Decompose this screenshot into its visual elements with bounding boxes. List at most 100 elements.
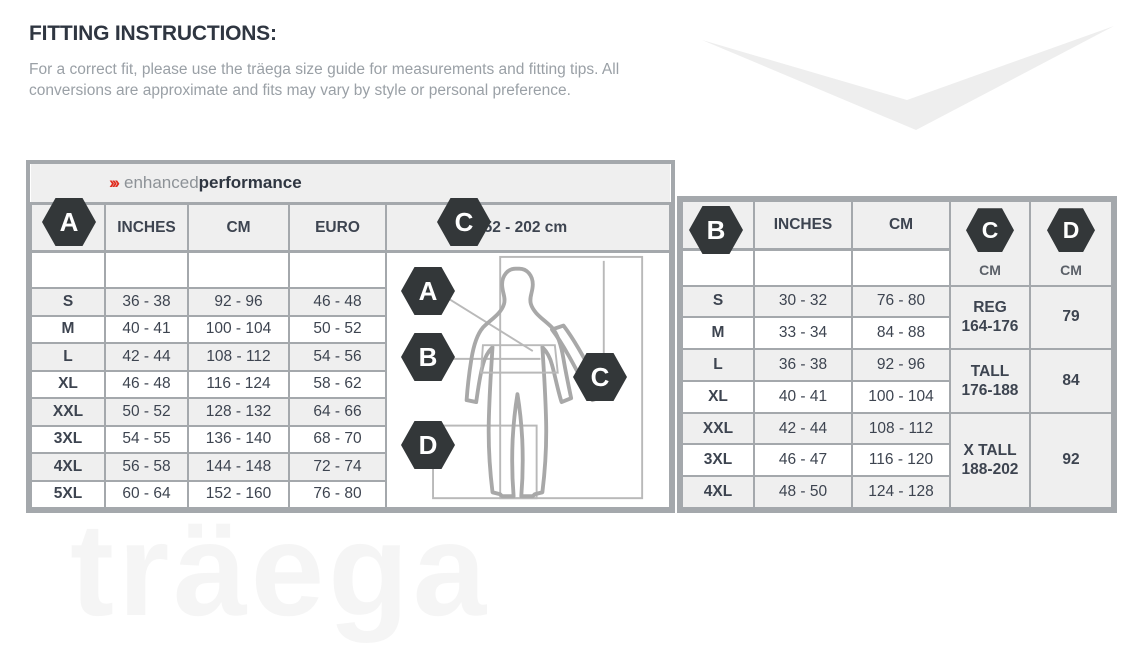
cell-inches: 42 - 44 (104, 342, 189, 372)
cell-euro: 64 - 66 (288, 397, 387, 427)
brand-bold-word: performance (198, 173, 302, 192)
c-column-unit: CM (979, 262, 1001, 279)
table-row: M 40 - 41 100 - 104 50 - 52 (30, 314, 670, 344)
figure-marker-a: A (401, 267, 455, 315)
cell-cm: 128 - 132 (187, 397, 290, 427)
length-block-range: 188-202 (961, 461, 1019, 479)
header-cell-inches: INCHES (753, 200, 853, 250)
cell-size: 4XL (30, 452, 106, 482)
cell-cm: 84 - 88 (851, 316, 951, 351)
cell-cm: 100 - 104 (187, 314, 290, 344)
cell-euro: 46 - 48 (288, 287, 387, 317)
cell-cm: 76 - 80 (851, 284, 951, 319)
fitting-instructions-block: FITTING INSTRUCTIONS: For a correct fit,… (29, 22, 669, 101)
hexagon-badge: D (1047, 208, 1095, 253)
length-block-value: 79 (1029, 284, 1113, 351)
length-block-name: REG 164-176 (949, 284, 1031, 351)
brand-light-word: enhanced (123, 173, 199, 192)
length-block-name: TALL 176-188 (949, 348, 1031, 414)
cell-cm: 92 - 96 (187, 287, 290, 317)
cell-cm: 108 - 112 (187, 342, 290, 372)
cell-cm: 116 - 120 (851, 443, 951, 478)
table-row: XXL 50 - 52 128 - 132 64 - 66 (30, 397, 670, 427)
table-row: 4XL 56 - 58 144 - 148 72 - 74 (30, 452, 670, 482)
hexagon-badge: C (966, 208, 1014, 253)
cell-inches: 33 - 34 (753, 316, 853, 351)
left-table-spacer-row: A B C D (30, 250, 671, 509)
cell-euro: 50 - 52 (288, 314, 387, 344)
cell-cm: 144 - 148 (187, 452, 290, 482)
body-figure-diagram-cell: A B C D (385, 250, 671, 509)
table-row: XXL 42 - 44 108 - 112 X TALL 188-202 92 (681, 411, 1113, 510)
cell-inches: 60 - 64 (104, 479, 189, 509)
table-row: S 30 - 32 76 - 80 REG 164-176 79 (681, 284, 1113, 351)
cell-size: M (681, 316, 755, 351)
left-table-grid: ››› enhancedperformance INCHES CM EURO 15… (30, 164, 671, 509)
cell-euro: 72 - 74 (288, 452, 387, 482)
hexagon-badge: D (401, 421, 455, 469)
spacer-cell-size (681, 248, 755, 287)
table-row: S 36 - 38 92 - 96 46 - 48 (30, 287, 670, 317)
right-table-spacer-row (681, 248, 1112, 287)
cell-size: XL (681, 379, 755, 414)
cell-size: 3XL (681, 443, 755, 478)
right-table-header-row: INCHES CM C CM D CM (681, 200, 1113, 287)
cell-size: XXL (30, 397, 106, 427)
page-title: FITTING INSTRUCTIONS: (29, 22, 277, 45)
length-block-label: TALL (970, 362, 1010, 380)
length-block-name: X TALL 188-202 (949, 411, 1031, 510)
cell-cm: 116 - 124 (187, 369, 290, 399)
right-size-table: B INCHES CM C CM D CM (677, 196, 1117, 513)
watermark: träega (70, 494, 490, 645)
table-row: 5XL 60 - 64 152 - 160 76 - 80 (30, 479, 670, 509)
length-block-range: 176-188 (961, 381, 1019, 399)
table-row: XL 46 - 48 116 - 124 58 - 62 (30, 369, 670, 399)
brand-bar: ››› enhancedperformance (31, 164, 670, 205)
decorative-chevron-graphic (702, 26, 1114, 130)
figure-marker-c: C (573, 353, 627, 401)
cell-inches: 46 - 48 (104, 369, 189, 399)
header-cell-cm: CM (851, 200, 951, 250)
cell-inches: 36 - 38 (104, 287, 189, 317)
cell-inches: 54 - 55 (104, 424, 189, 454)
cell-size: 4XL (681, 475, 755, 509)
cell-size: M (30, 314, 106, 344)
header-cell-c-column: C CM (949, 200, 1031, 287)
left-table-header-row: INCHES CM EURO 152 - 202 cm (30, 202, 671, 253)
cell-size: 3XL (30, 424, 106, 454)
length-block-value: 84 (1029, 348, 1113, 414)
header-cell-badge-a (30, 202, 106, 253)
spacer-cell-cm (187, 250, 290, 289)
cell-inches: 40 - 41 (753, 379, 853, 414)
table-row: L 36 - 38 92 - 96 TALL 176-188 84 (681, 348, 1113, 414)
cell-size: L (30, 342, 106, 372)
cell-euro: 68 - 70 (288, 424, 387, 454)
brand-bar-row: ››› enhancedperformance (31, 164, 670, 205)
fitting-instructions-text: For a correct fit, please use the träega… (29, 61, 620, 99)
brand-lockup: ››› enhancedperformance (109, 173, 302, 192)
length-block-value: 92 (1029, 411, 1113, 510)
table-row: XL 40 - 41 100 - 104 (681, 379, 1112, 414)
cell-size: L (681, 348, 755, 382)
header-cell-euro: EURO (288, 202, 387, 253)
cell-euro: 54 - 56 (288, 342, 387, 372)
cell-cm: 100 - 104 (851, 379, 951, 414)
spacer-cell-euro (288, 250, 387, 289)
table-row: M 33 - 34 84 - 88 (681, 316, 1112, 351)
cell-cm: 108 - 112 (851, 411, 951, 446)
header-cell-inches: INCHES (104, 202, 189, 253)
cell-euro: 76 - 80 (288, 479, 387, 509)
header-cell-c-range: 152 - 202 cm (385, 202, 671, 253)
cell-size: XXL (681, 411, 755, 446)
length-block-label: REG (973, 299, 1007, 317)
hexagon-badge: A (401, 267, 455, 315)
cell-cm: 92 - 96 (851, 348, 951, 382)
cell-inches: 30 - 32 (753, 284, 853, 319)
left-size-table: träega A C ›››enhancedperformance INCHES… (26, 160, 675, 513)
d-column-unit: CM (1060, 262, 1082, 279)
cell-inches: 46 - 47 (753, 443, 853, 478)
cell-inches: 36 - 38 (753, 348, 853, 382)
right-table-grid: INCHES CM C CM D CM (681, 200, 1113, 510)
cell-size: S (681, 284, 755, 319)
cell-cm: 152 - 160 (187, 479, 290, 509)
